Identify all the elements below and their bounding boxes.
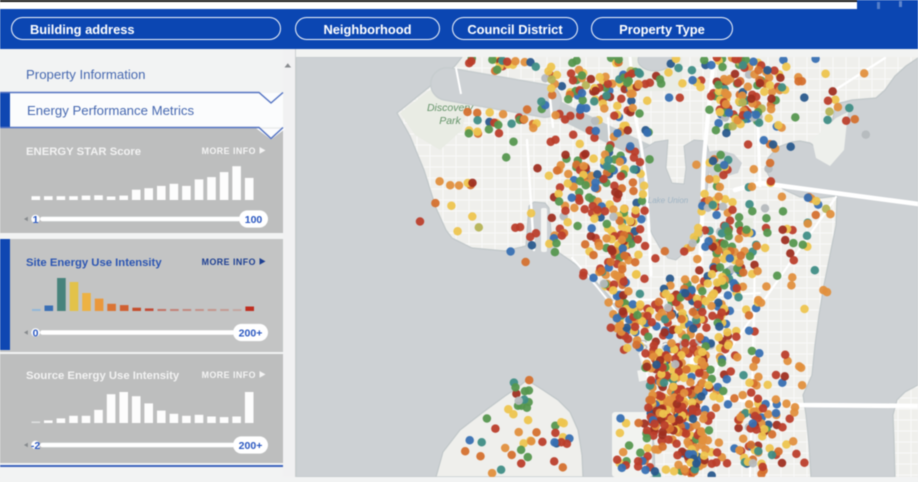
svg-text:Lake Union: Lake Union <box>648 196 689 205</box>
svg-text:-2: -2 <box>31 440 40 452</box>
svg-text:Park: Park <box>439 115 461 127</box>
svg-text:MORE INFO: MORE INFO <box>202 146 256 156</box>
svg-text:Source Energy Use Intensity: Source Energy Use Intensity <box>26 370 180 382</box>
svg-text:1: 1 <box>33 214 39 226</box>
svg-text:Property Information: Property Information <box>26 67 145 82</box>
svg-text:200+: 200+ <box>239 327 263 339</box>
svg-text:Site Energy Use Intensity: Site Energy Use Intensity <box>26 257 162 269</box>
svg-text:200+: 200+ <box>239 440 263 452</box>
svg-text:ENERGY STAR Score: ENERGY STAR Score <box>26 146 141 158</box>
svg-text:Energy Performance Metrics: Energy Performance Metrics <box>27 103 195 118</box>
svg-text:MORE INFO: MORE INFO <box>202 370 256 380</box>
svg-text:0: 0 <box>33 327 39 339</box>
svg-text:Discovery: Discovery <box>427 102 474 114</box>
svg-text:MORE INFO: MORE INFO <box>202 257 256 267</box>
svg-text:100: 100 <box>245 214 263 226</box>
